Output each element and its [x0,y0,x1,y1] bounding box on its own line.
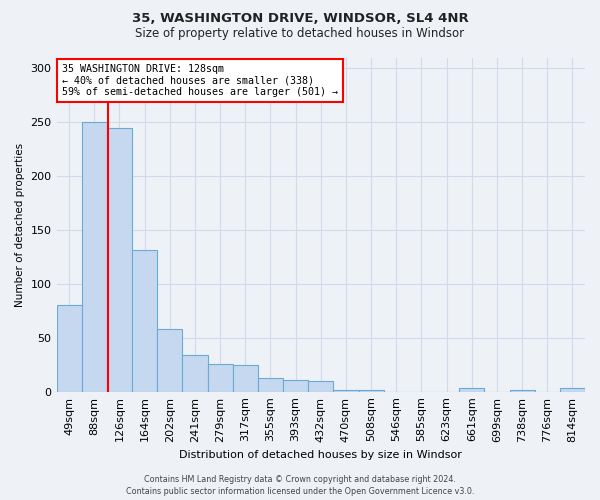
Bar [82,122,107,392]
Bar [157,329,182,392]
Bar [308,381,334,392]
Text: Size of property relative to detached houses in Windsor: Size of property relative to detached ho… [136,28,464,40]
Bar [334,390,359,392]
Bar [258,378,283,392]
Bar [132,250,157,392]
Bar [233,364,258,392]
Bar [208,364,233,392]
Text: 35, WASHINGTON DRIVE, WINDSOR, SL4 4NR: 35, WASHINGTON DRIVE, WINDSOR, SL4 4NR [131,12,469,26]
Bar [560,388,585,392]
Text: Contains HM Land Registry data © Crown copyright and database right 2024.
Contai: Contains HM Land Registry data © Crown c… [126,474,474,496]
Text: 35 WASHINGTON DRIVE: 128sqm
← 40% of detached houses are smaller (338)
59% of se: 35 WASHINGTON DRIVE: 128sqm ← 40% of det… [62,64,338,98]
Bar [182,355,208,392]
X-axis label: Distribution of detached houses by size in Windsor: Distribution of detached houses by size … [179,450,462,460]
Bar [107,128,132,392]
Bar [459,388,484,392]
Bar [509,390,535,392]
Y-axis label: Number of detached properties: Number of detached properties [15,142,25,306]
Bar [56,306,82,392]
Bar [359,390,383,392]
Bar [283,380,308,392]
